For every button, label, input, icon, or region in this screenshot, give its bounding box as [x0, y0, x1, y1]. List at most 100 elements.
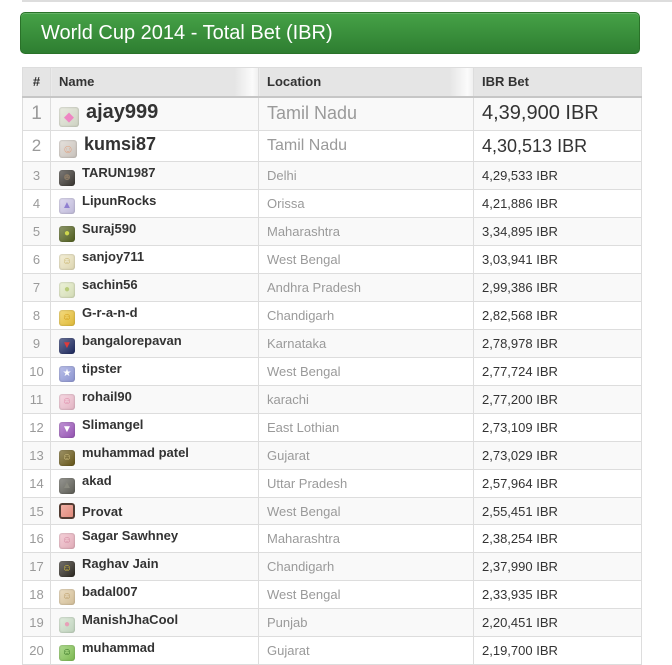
player-cell: ☺ G-r-a-n-d	[50, 301, 259, 330]
player-cell: ● Suraj590	[50, 217, 259, 246]
table-row: 15 Provat West Bengal 2,55,451 IBR	[22, 497, 642, 525]
table-row: 19 ● ManishJhaCool Punjab 2,20,451 IBR	[22, 608, 642, 637]
rank-cell: 2	[22, 130, 51, 162]
mint-avatar-icon: ●	[59, 617, 75, 633]
purple-avatar-icon: ▲	[59, 198, 75, 214]
page-title: World Cup 2014 - Total Bet (IBR)	[41, 22, 333, 44]
table-row: 20 ☺ muhammad Gujarat 2,19,700 IBR	[22, 636, 642, 665]
player-name: LipunRocks	[82, 193, 157, 208]
player-cell: ☺ muhammad patel	[50, 441, 259, 470]
rank-cell: 9	[22, 329, 51, 358]
player-cell: ▲ LipunRocks	[50, 189, 259, 218]
player-name: TARUN1987	[82, 165, 156, 180]
bet-cell: 4,29,533 IBR	[473, 161, 642, 190]
player-name: Raghav Jain	[82, 556, 159, 571]
table-row: 10 ★ tipster West Bengal 2,77,724 IBR	[22, 357, 642, 386]
bet-cell: 3,34,895 IBR	[473, 217, 642, 246]
bet-cell: 2,82,568 IBR	[473, 301, 642, 330]
bet-cell: 3,03,941 IBR	[473, 245, 642, 274]
player-cell: ★ tipster	[50, 357, 259, 386]
rank-cell: 7	[22, 273, 51, 302]
table-row: 9 ▼ bangalorepavan Karnataka 2,78,978 IBR	[22, 329, 642, 358]
yellow-face-avatar-icon: ☺	[59, 561, 75, 577]
location-cell: Tamil Nadu	[258, 96, 474, 131]
table-row: 2 ☺ kumsi87 Tamil Nadu 4,30,513 IBR	[22, 130, 642, 162]
table-row: 13 ☺ muhammad patel Gujarat 2,73,029 IBR	[22, 441, 642, 470]
location-cell: West Bengal	[258, 580, 474, 609]
location-cell: West Bengal	[258, 497, 474, 525]
table-row: 12 ▼ Slimangel East Lothian 2,73,109 IBR	[22, 413, 642, 442]
rank-cell: 16	[22, 524, 51, 553]
cream-avatar-icon: ☺	[59, 254, 75, 270]
purple-v-avatar-icon: ▼	[59, 422, 75, 438]
player-cell: ☺ muhammad	[50, 636, 259, 665]
rank-cell: 13	[22, 441, 51, 470]
rank-cell: 8	[22, 301, 51, 330]
table-row: 7 ● sachin56 Andhra Pradesh 2,99,386 IBR	[22, 273, 642, 302]
player-cell: ● ManishJhaCool	[50, 608, 259, 637]
dark-gold-avatar-icon: ☺	[59, 450, 75, 466]
leaderboard-table: # Name Location IBR Bet 1 ◆ ajay999 Tamil N…	[22, 67, 642, 665]
bet-cell: 2,57,964 IBR	[473, 469, 642, 498]
bet-cell: 2,78,978 IBR	[473, 329, 642, 358]
location-cell: Delhi	[258, 161, 474, 190]
bet-cell: 2,73,109 IBR	[473, 413, 642, 442]
player-name: Slimangel	[82, 417, 144, 432]
bet-cell: 2,73,029 IBR	[473, 441, 642, 470]
framed-avatar-icon	[59, 503, 75, 519]
rank-cell: 10	[22, 357, 51, 386]
location-cell: Punjab	[258, 608, 474, 637]
player-cell: Provat	[50, 497, 259, 525]
rank-cell: 17	[22, 552, 51, 581]
player-cell: ☺ badal007	[50, 580, 259, 609]
table-row: 6 ☺ sanjoy711 West Bengal 3,03,941 IBR	[22, 245, 642, 274]
player-name: muhammad	[82, 640, 155, 655]
table-row: 5 ● Suraj590 Maharashtra 3,34,895 IBR	[22, 217, 642, 246]
col-header-name: Name	[50, 67, 259, 98]
location-cell: Andhra Pradesh	[258, 273, 474, 302]
rank-cell: 6	[22, 245, 51, 274]
rank-cell: 19	[22, 608, 51, 637]
player-cell: ☺ Raghav Jain	[50, 552, 259, 581]
bet-cell: 4,30,513 IBR	[473, 130, 642, 162]
player-name: sanjoy711	[82, 249, 145, 264]
bet-cell: 2,77,724 IBR	[473, 357, 642, 386]
player-name: G-r-a-n-d	[82, 305, 138, 320]
bet-cell: 2,99,386 IBR	[473, 273, 642, 302]
table-row: 8 ☺ G-r-a-n-d Chandigarh 2,82,568 IBR	[22, 301, 642, 330]
col-header-rank: #	[22, 67, 51, 98]
location-cell: Maharashtra	[258, 524, 474, 553]
player-name: badal007	[82, 584, 138, 599]
page-title-banner: World Cup 2014 - Total Bet (IBR)	[20, 12, 640, 54]
location-cell: West Bengal	[258, 245, 474, 274]
player-name: Sagar Sawhney	[82, 528, 179, 543]
rank-cell: 18	[22, 580, 51, 609]
table-body: 1 ◆ ajay999 Tamil Nadu 4,39,900 IBR 2 ☺ kumsi87…	[22, 96, 642, 665]
player-cell: ☻ TARUN1987	[50, 161, 259, 190]
player-cell: ☺ Sagar Sawhney	[50, 524, 259, 553]
star-avatar-icon: ★	[59, 366, 75, 382]
green-face-avatar-icon: ☺	[59, 645, 75, 661]
player-name: sachin56	[82, 277, 138, 292]
bet-cell: 2,77,200 IBR	[473, 385, 642, 414]
table-row: 11 ☺ rohail90 karachi 2,77,200 IBR	[22, 385, 642, 414]
bet-cell: 4,21,886 IBR	[473, 189, 642, 218]
player-cell: ▼ bangalorepavan	[50, 329, 259, 358]
bet-cell: 2,55,451 IBR	[473, 497, 642, 525]
location-cell: Uttar Pradesh	[258, 469, 474, 498]
location-cell: Gujarat	[258, 441, 474, 470]
photo-avatar-icon: ☻	[59, 170, 75, 186]
rank-cell: 3	[22, 161, 51, 190]
location-cell: East Lothian	[258, 413, 474, 442]
tan-face-avatar-icon: ☺	[59, 589, 75, 605]
rank-cell: 12	[22, 413, 51, 442]
table-row: 4 ▲ LipunRocks Orissa 4,21,886 IBR	[22, 189, 642, 218]
player-cell: ▲ akad	[50, 469, 259, 498]
player-name: ManishJhaCool	[82, 612, 179, 627]
player-cell: ◆ ajay999	[50, 96, 259, 131]
rank-cell: 20	[22, 636, 51, 665]
bet-cell: 2,19,700 IBR	[473, 636, 642, 665]
location-cell: Tamil Nadu	[258, 130, 474, 162]
player-name: Provat	[82, 504, 123, 519]
location-cell: West Bengal	[258, 357, 474, 386]
